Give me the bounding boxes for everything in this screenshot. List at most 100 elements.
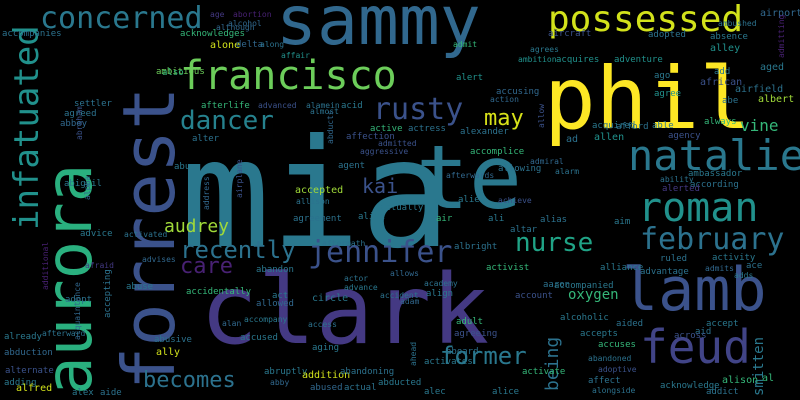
- word-abu: abu: [174, 162, 191, 172]
- word-ambition: ambition: [518, 55, 557, 64]
- word-activated: activated: [124, 230, 168, 239]
- word-admiral: admiral: [530, 157, 564, 166]
- word-alice: alice: [492, 387, 520, 397]
- word-alec: alec: [424, 387, 446, 397]
- word-agreement: agreement: [293, 214, 342, 224]
- word-airfield: airfield: [735, 84, 784, 95]
- word-afraid: afraid: [85, 261, 114, 270]
- word-agent: agent: [338, 161, 366, 171]
- word-achieve: achieve: [498, 196, 532, 205]
- word-add: add: [714, 67, 731, 77]
- word-accompanies: accompanies: [2, 29, 62, 39]
- word-admitting: admitting: [777, 14, 786, 58]
- word-abused: abused: [310, 383, 343, 393]
- word-agree: agree: [654, 89, 682, 99]
- word-alias: alias: [540, 215, 568, 225]
- word-alive: alive: [358, 212, 386, 222]
- word-adoptive: adoptive: [598, 365, 637, 374]
- word-almost: almost: [310, 107, 339, 116]
- word-accompany: accompany: [244, 315, 288, 324]
- word-aboard: aboard: [446, 347, 479, 357]
- word-adult: adult: [456, 317, 484, 327]
- word-may: may: [484, 106, 524, 131]
- word-afterward: afterward: [42, 329, 86, 338]
- word-ability: ability: [660, 175, 694, 184]
- word-agency: agency: [668, 131, 701, 141]
- word-phil: phil: [544, 49, 752, 149]
- word-airport: airport: [760, 8, 800, 19]
- word-addition: addition: [302, 370, 351, 381]
- word-adding: adding: [4, 378, 37, 388]
- word-access: access: [308, 320, 337, 329]
- word-abbey: abbey: [60, 119, 88, 129]
- word-natalie: natalie: [628, 131, 800, 180]
- word-ali: ali: [488, 214, 505, 224]
- word-accepted: accepted: [295, 185, 344, 196]
- word-advises: advises: [142, 255, 176, 264]
- word-accused: accused: [240, 333, 278, 343]
- word-agreed: agreed: [64, 109, 97, 119]
- word-ambassador: ambassador: [688, 169, 743, 179]
- word-alan: alan: [222, 319, 242, 328]
- word-adds: adds: [734, 271, 754, 280]
- word-age: age: [210, 10, 225, 19]
- word-acknowledge: acknowledge: [660, 381, 720, 391]
- word-alert: alert: [456, 73, 484, 83]
- word-abby: abby: [270, 378, 290, 387]
- word-abe: abe: [722, 96, 739, 106]
- word-alerted: alerted: [662, 184, 700, 194]
- word-audrey: audrey: [164, 216, 230, 237]
- word-ally: ally: [156, 347, 181, 358]
- word-airplane: airplane: [235, 159, 244, 198]
- word-ahead: ahead: [409, 341, 418, 366]
- word-activist: activist: [486, 263, 530, 273]
- word-allow: allow: [537, 103, 546, 128]
- word-care: care: [180, 254, 233, 279]
- word-adopted: adopted: [648, 30, 686, 40]
- word-abigail: abigail: [64, 179, 102, 189]
- word-affair: affair: [281, 51, 310, 60]
- word-alley: alley: [710, 43, 741, 54]
- word-circle: circle: [312, 293, 349, 304]
- word-alter: alter: [192, 134, 220, 144]
- word-becomes: becomes: [143, 368, 236, 393]
- word-being: being: [542, 336, 563, 391]
- word-align: align: [426, 289, 454, 299]
- word-accuses: accuses: [598, 340, 636, 350]
- word-academy: academy: [424, 279, 458, 288]
- word-alexander: alexander: [460, 127, 509, 137]
- word-accomplice: accomplice: [470, 147, 525, 157]
- word-also: also: [162, 68, 184, 78]
- word-aftermath: aftermath: [322, 239, 366, 248]
- word-te: te: [416, 126, 522, 229]
- word-abducted: abducted: [378, 378, 422, 388]
- word-actor: actor: [344, 274, 369, 283]
- word-al: al: [762, 373, 775, 384]
- word-act: act: [272, 291, 289, 301]
- word-lamb: lamb: [622, 255, 767, 325]
- word-accepting: accepting: [103, 269, 113, 318]
- word-recently: recently: [180, 236, 296, 264]
- word-alarm: alarm: [555, 167, 580, 176]
- word-allowing: allowing: [498, 164, 542, 174]
- word-african: african: [700, 77, 743, 88]
- word-allows: allows: [390, 269, 419, 278]
- word-dancer: dancer: [180, 106, 274, 136]
- word-acknowledges: acknowledges: [180, 29, 246, 39]
- word-ad: ad: [566, 134, 579, 145]
- word-acquired: acquired: [592, 121, 636, 131]
- word-altar: altar: [510, 225, 538, 235]
- word-activity: activity: [712, 253, 756, 263]
- word-adopt: adopt: [65, 295, 93, 305]
- word-abandoning: abandoning: [340, 367, 395, 377]
- word-nurse: nurse: [515, 228, 594, 258]
- word-abandoned: abandoned: [588, 354, 632, 363]
- word-alongside: alongside: [592, 386, 636, 395]
- word-accident: accident: [380, 291, 419, 300]
- word-concerned: concerned: [40, 1, 203, 36]
- word-always: always: [704, 117, 737, 127]
- word-abusive: abusive: [154, 335, 192, 345]
- word-kai: kai: [362, 174, 399, 198]
- word-abducts: abducts: [326, 110, 335, 144]
- word-possessed: possessed: [548, 0, 744, 40]
